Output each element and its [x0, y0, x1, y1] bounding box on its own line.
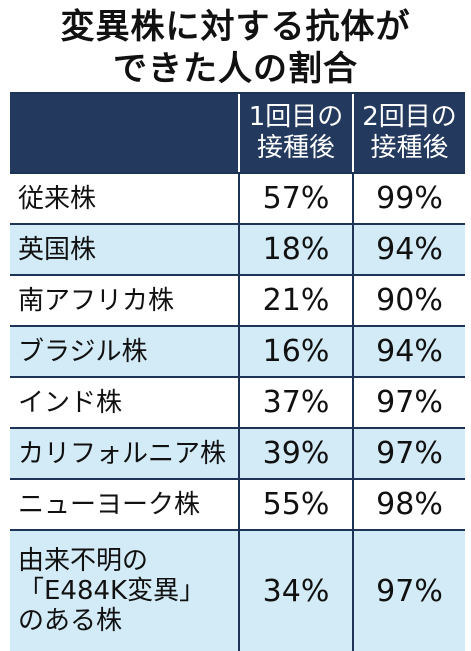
table-row: 南アフリカ株 21% 90% — [10, 276, 465, 327]
variant-label: インド株 — [18, 387, 123, 418]
title-line-1: 変異株に対する抗体が — [60, 7, 411, 47]
second-dose-value: 94% — [352, 327, 465, 376]
second-dose-value: 94% — [352, 225, 465, 274]
variant-label: カリフォルニア株 — [18, 438, 227, 469]
header-second-dose: 2回目の 接種後 — [352, 94, 465, 172]
first-dose-value: 55% — [238, 480, 352, 529]
variant-label: 従来株 — [18, 183, 97, 214]
antibody-table: 1回目の 接種後 2回目の 接種後 従来株 57% 99% 英国株 18% 94… — [10, 92, 465, 651]
first-dose-value: 21% — [238, 276, 352, 325]
second-dose-value: 90% — [352, 276, 465, 325]
first-dose-value: 37% — [238, 378, 352, 427]
second-dose-value: 98% — [352, 480, 465, 529]
title-line-2: できた人の割合 — [113, 49, 358, 89]
header-blank-cell — [10, 94, 238, 172]
header-first-dose: 1回目の 接種後 — [238, 94, 352, 172]
first-dose-value: 57% — [238, 174, 352, 223]
table-row: カリフォルニア株 39% 97% — [10, 429, 465, 480]
table-row: 従来株 57% 99% — [10, 174, 465, 225]
second-dose-value: 97% — [352, 531, 465, 651]
table-row: 英国株 18% 94% — [10, 225, 465, 276]
table-row: ニューヨーク株 55% 98% — [10, 480, 465, 531]
variant-label: ニューヨーク株 — [18, 489, 201, 520]
second-dose-value: 99% — [352, 174, 465, 223]
first-dose-value: 16% — [238, 327, 352, 376]
second-dose-value: 97% — [352, 429, 465, 478]
variant-label: 英国株 — [18, 234, 97, 265]
variant-label: 由来不明の 「E484K変異」 のある株 — [18, 546, 206, 636]
second-dose-value: 97% — [352, 378, 465, 427]
first-dose-value: 18% — [238, 225, 352, 274]
page-title: 変異株に対する抗体が できた人の割合 — [0, 6, 471, 90]
variant-label: ブラジル株 — [18, 336, 148, 367]
first-dose-value: 34% — [238, 531, 352, 651]
table-row: インド株 37% 97% — [10, 378, 465, 429]
table-row: 由来不明の 「E484K変異」 のある株 34% 97% — [10, 531, 465, 651]
table-row: ブラジル株 16% 94% — [10, 327, 465, 378]
first-dose-value: 39% — [238, 429, 352, 478]
variant-label: 南アフリカ株 — [18, 285, 175, 316]
table-header-row: 1回目の 接種後 2回目の 接種後 — [10, 94, 465, 174]
